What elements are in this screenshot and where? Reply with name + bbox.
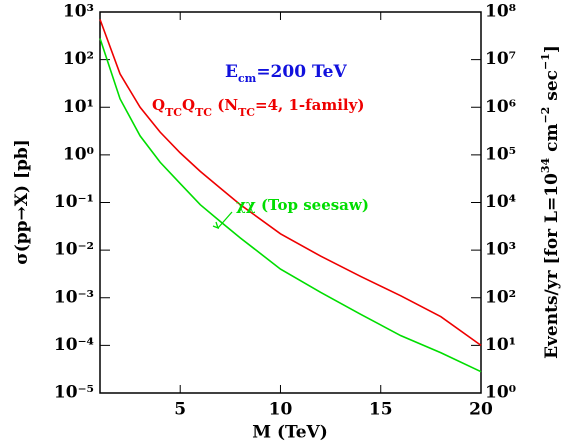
y2-tick-label: 10⁷ — [485, 49, 516, 69]
y2-tick-label: 10⁴ — [485, 192, 516, 212]
y2-tick-label: 10³ — [485, 240, 516, 260]
y2-tick-label: 10⁵ — [485, 144, 516, 164]
text-part: TC — [238, 106, 255, 119]
x-axis-label: M (TeV) — [252, 423, 328, 443]
annotation: χχ (Top seesaw) — [236, 196, 369, 214]
text-part: cm — [542, 124, 562, 158]
text-part: cm — [238, 72, 257, 85]
y-tick-label: 10⁰ — [63, 144, 94, 164]
arrow-head — [212, 221, 220, 230]
text-part: =200 TeV — [256, 62, 347, 82]
text-part: ] — [542, 45, 562, 53]
y-tick-label: 10⁻² — [54, 240, 94, 260]
text-part: E — [225, 62, 238, 82]
y-tick-label: 10⁻¹ — [54, 192, 94, 212]
text-part: TC — [165, 106, 182, 119]
x-tick-label: 15 — [369, 400, 393, 420]
series-line — [99, 38, 482, 373]
y-tick-label: 10⁻⁵ — [54, 383, 94, 403]
text-part: −2 — [539, 107, 552, 124]
y-tick-label: 10² — [63, 49, 94, 69]
text-part: −1 — [539, 53, 552, 70]
series-line — [99, 19, 482, 347]
x-tick-label: 10 — [269, 400, 293, 420]
y2-tick-label: 10⁰ — [485, 383, 516, 403]
annotation: QTCQTC (NTC=4, 1-family) — [152, 96, 364, 119]
text-part: χχ (Top seesaw) — [236, 196, 369, 214]
x-tick-label: 5 — [174, 400, 186, 420]
y2-tick-label: 10⁶ — [485, 97, 516, 117]
annotation: Ecm=200 TeV — [225, 62, 347, 85]
text-part: σ(pp→X) [pb] — [12, 139, 32, 265]
y-tick-label: 10⁻³ — [54, 287, 94, 307]
text-part: (N — [212, 96, 238, 114]
text-part: TC — [195, 106, 212, 119]
x-tick-label: 20 — [469, 400, 493, 420]
text-part: Q — [182, 96, 195, 114]
text-part: 34 — [539, 157, 552, 173]
arrow — [217, 211, 233, 229]
y2-tick-label: 10⁸ — [485, 2, 516, 22]
y-tick-label: 10⁻⁴ — [54, 335, 94, 355]
y-axis-label: σ(pp→X) [pb] — [12, 139, 32, 265]
y-tick-label: 10³ — [63, 2, 94, 22]
y2-tick-label: 10¹ — [485, 335, 516, 355]
text-part: Events/yr [for L=10 — [542, 173, 562, 359]
y2-tick-label: 10² — [485, 287, 516, 307]
text-part: sec — [542, 70, 562, 107]
text-part: Q — [152, 96, 165, 114]
text-part: =4, 1-family) — [255, 96, 364, 114]
y-tick-label: 10¹ — [63, 97, 94, 117]
y2-axis-label: Events/yr [for L=1034 cm−2 sec−1] — [539, 45, 562, 359]
